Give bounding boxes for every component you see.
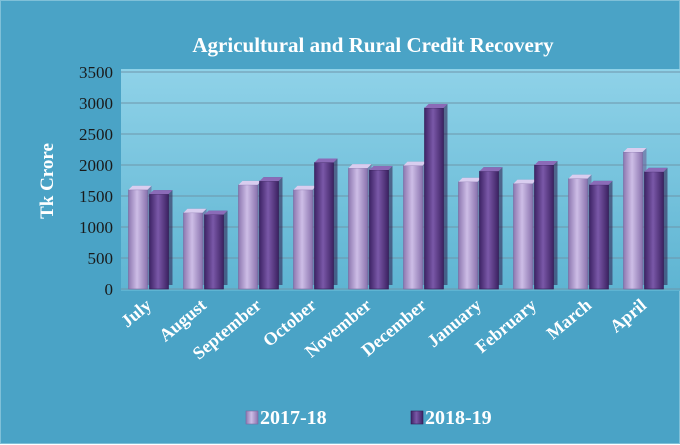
bar-top <box>479 167 503 172</box>
bar-july-2018-19 <box>149 190 173 290</box>
bar <box>128 189 148 290</box>
bar <box>623 151 643 290</box>
bar <box>479 170 499 290</box>
bar <box>644 171 664 290</box>
bar <box>259 180 279 290</box>
legend: 2017-18 2018-19 <box>245 407 492 429</box>
bar-december-2017-18 <box>403 161 427 290</box>
x-axis-ticks: July AugustSeptemberOctoberNovemberDecemb… <box>117 295 650 364</box>
bar <box>293 189 313 290</box>
y-tick-label: 1500 <box>79 187 113 206</box>
bar-top <box>513 179 537 184</box>
bar-january-2017-18 <box>458 177 482 290</box>
bar-november-2018-19 <box>369 165 393 290</box>
legend-label: 2018-19 <box>425 407 492 429</box>
bar <box>513 183 533 290</box>
bar-april-2017-18 <box>623 147 647 290</box>
legend-label: 2017-18 <box>260 407 327 429</box>
bar-top <box>259 177 283 182</box>
bar-october-2018-19 <box>314 158 338 290</box>
y-tick-label: 0 <box>105 280 114 299</box>
bar-top <box>403 161 427 166</box>
bar-march-2018-19 <box>589 180 613 290</box>
y-tick-label: 3500 <box>79 63 113 82</box>
bar <box>369 169 389 290</box>
x-tick-label: April <box>606 295 650 337</box>
bar <box>149 193 169 290</box>
bar-top <box>128 185 152 190</box>
bar-top <box>149 190 173 195</box>
bar-february-2017-18 <box>513 179 537 290</box>
bar-top <box>589 180 613 185</box>
x-tick-label: July <box>117 295 155 332</box>
bar <box>238 184 258 290</box>
bar-top <box>183 208 207 213</box>
legend-swatch <box>410 410 424 425</box>
bar-top <box>644 167 668 172</box>
bar-august-2018-19 <box>204 210 228 290</box>
bar <box>568 178 588 290</box>
bar-top <box>424 103 448 108</box>
bar-february-2018-19 <box>534 161 558 290</box>
bars <box>128 103 668 290</box>
y-tick-label: 1000 <box>79 218 113 237</box>
bar-september-2017-18 <box>238 180 262 290</box>
bar <box>458 181 478 290</box>
chart-title: Agricultural and Rural Credit Recovery <box>192 33 554 57</box>
bar-top <box>204 210 228 215</box>
bar <box>314 162 334 290</box>
y-axis-label: Tk Crore <box>37 143 58 219</box>
bar <box>204 214 224 290</box>
bar-top <box>314 158 338 163</box>
bar-top <box>238 180 262 185</box>
bar <box>403 165 423 290</box>
y-axis-ticks: 0 500 1000 1500 2000 2500 3000 3500 <box>79 63 113 299</box>
bar-march-2017-18 <box>568 174 592 290</box>
bar-january-2018-19 <box>479 167 503 290</box>
bar-july-2017-18 <box>128 185 152 290</box>
bar-october-2017-18 <box>293 185 317 290</box>
y-tick-label: 3000 <box>79 94 113 113</box>
bar <box>589 184 609 290</box>
bar <box>424 107 444 290</box>
bar <box>534 164 554 290</box>
bar-top <box>293 185 317 190</box>
bar-top <box>458 177 482 182</box>
bar-september-2018-19 <box>259 177 283 290</box>
x-tick-label: March <box>543 295 595 344</box>
y-tick-label: 500 <box>88 249 114 268</box>
x-tick-label: February <box>471 295 540 357</box>
bar <box>183 212 203 290</box>
bar-top <box>348 164 372 169</box>
y-tick-label: 2000 <box>79 156 113 175</box>
bar-top <box>534 161 558 165</box>
bar <box>348 167 368 290</box>
legend-swatch <box>245 410 259 425</box>
bar-top <box>369 165 393 170</box>
bar-april-2018-19 <box>644 167 668 290</box>
bar-top <box>623 147 647 152</box>
bar-december-2018-19 <box>424 103 448 290</box>
y-tick-label: 2500 <box>79 125 113 144</box>
bar-top <box>568 174 592 179</box>
bar-november-2017-18 <box>348 164 372 290</box>
bar-august-2017-18 <box>183 208 207 290</box>
